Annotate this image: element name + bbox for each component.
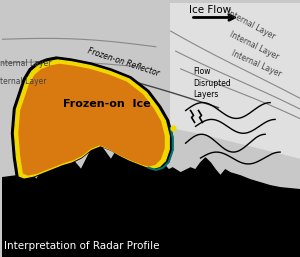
Text: Internal Layer: Internal Layer <box>230 49 283 79</box>
Text: Frozen-on Reflector: Frozen-on Reflector <box>86 46 160 78</box>
Text: Internal Layer: Internal Layer <box>225 8 277 41</box>
Polygon shape <box>11 57 173 180</box>
Text: nternal Layer: nternal Layer <box>0 59 51 68</box>
Polygon shape <box>14 60 169 178</box>
Text: Flow
Disrupted
Layers: Flow Disrupted Layers <box>194 67 231 99</box>
Polygon shape <box>19 65 164 175</box>
Text: Frozen-on  Ice: Frozen-on Ice <box>63 98 151 108</box>
Text: ternal Layer: ternal Layer <box>0 77 46 86</box>
Text: Interpretation of Radar Profile: Interpretation of Radar Profile <box>4 241 159 251</box>
Polygon shape <box>171 3 300 158</box>
Text: Ice Flow: Ice Flow <box>189 5 231 15</box>
Polygon shape <box>2 138 300 257</box>
Text: Internal Layer: Internal Layer <box>228 30 280 61</box>
